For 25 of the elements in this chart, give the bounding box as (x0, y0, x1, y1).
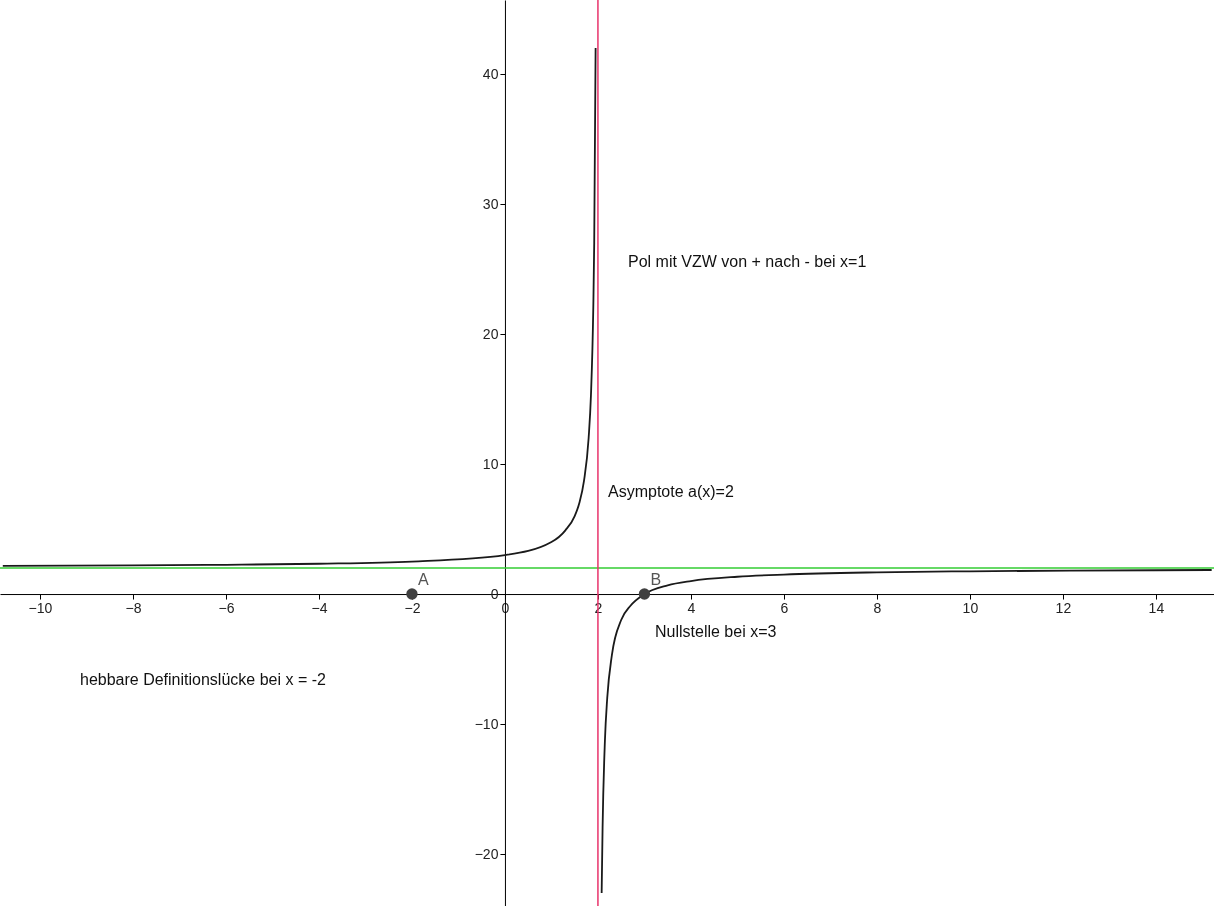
annotation: hebbare Definitionslücke bei x = -2 (80, 671, 327, 688)
data-label: B (650, 571, 662, 589)
x-tick-label: −6 (218, 599, 235, 616)
y-tick-label: 30 (482, 195, 499, 212)
x-tick-label: 8 (873, 599, 882, 616)
y-tick-label: 40 (482, 65, 499, 82)
x-tick-label: 4 (687, 599, 696, 616)
x-tick-label: −8 (125, 599, 142, 616)
x-tick-label: 6 (780, 599, 789, 616)
y-tick-label: 10 (482, 455, 499, 472)
x-tick-label: 12 (1055, 599, 1072, 616)
y-tick-label: 20 (482, 325, 499, 342)
x-tick-label: −2 (404, 599, 421, 616)
line-series (1, 47, 597, 567)
line-series (600, 569, 1213, 894)
y-tick-label: −10 (474, 715, 499, 732)
annotation: Asymptote a(x)=2 (608, 483, 734, 500)
data-label: A (417, 571, 429, 589)
x-tick-label: 10 (962, 599, 979, 616)
x-tick-label: −4 (311, 599, 328, 616)
y-tick-label: −20 (474, 845, 499, 862)
annotation: Pol mit VZW von + nach - bei x=1 (628, 253, 867, 270)
x-tick-label: −10 (28, 599, 53, 616)
annotation: Nullstelle bei x=3 (655, 623, 777, 640)
x-tick-label: 14 (1148, 599, 1165, 616)
